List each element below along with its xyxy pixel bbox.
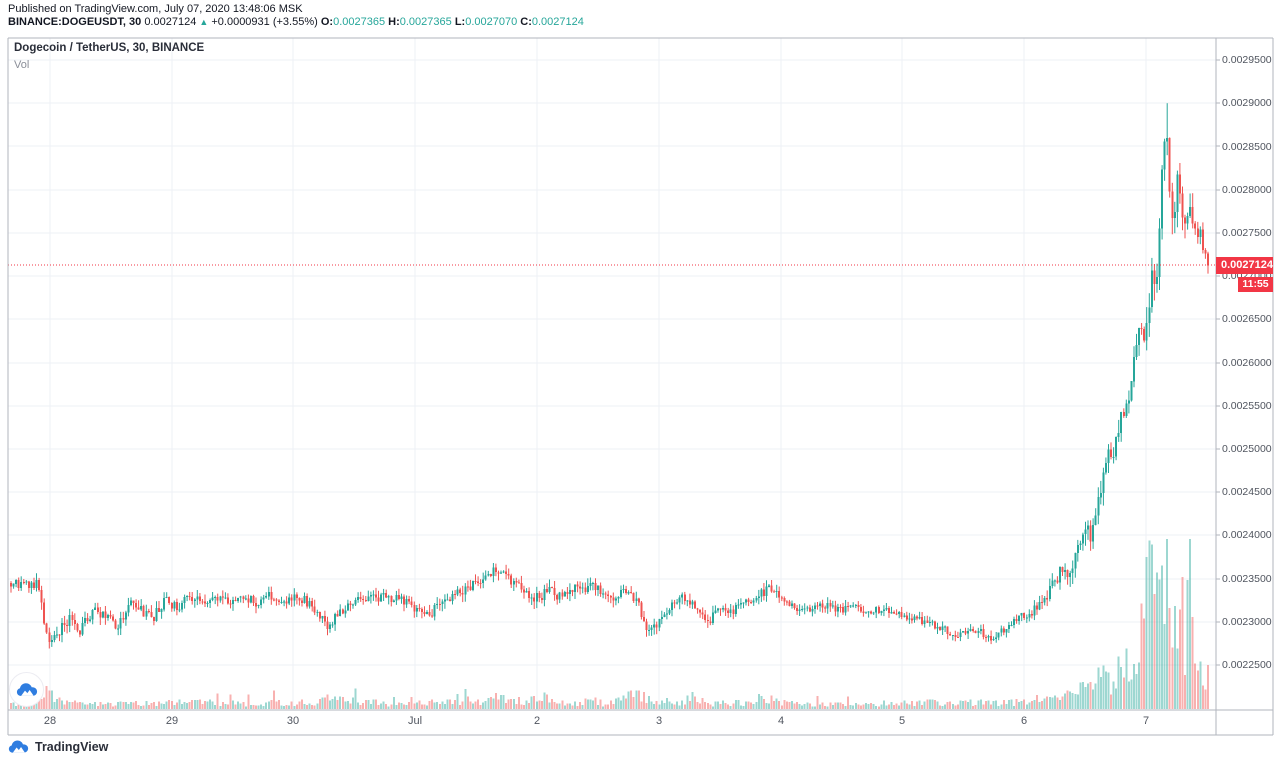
time-tick-label: 4 — [777, 715, 785, 727]
price-tick-label: 0.0023000 — [1222, 615, 1272, 628]
price-tick-label: 0.0026000 — [1222, 356, 1272, 369]
open-label: O: — [320, 16, 334, 28]
low-label: L: — [454, 16, 466, 28]
tradingview-brand-text: TradingView — [35, 739, 109, 754]
bar-countdown-flag: 11:55 — [1238, 277, 1273, 292]
close-value: 0.0027124 — [531, 16, 584, 28]
open-value: 0.0027365 — [333, 16, 386, 28]
price-tick-label: 0.0028500 — [1222, 140, 1272, 153]
symbol-name: BINANCE:DOGEUSDT, 30 — [8, 16, 142, 28]
price-tick-label: 0.0029500 — [1222, 54, 1272, 66]
symbol-status-line: BINANCE:DOGEUSDT, 30 0.0027124 ▲ +0.0000… — [8, 16, 584, 28]
time-tick-label: 30 — [286, 715, 300, 727]
price-tick-label: 0.0028000 — [1222, 183, 1272, 196]
price-tick-label: 0.0025000 — [1222, 442, 1272, 455]
time-tick-label: 7 — [1142, 715, 1150, 727]
price-tick-label: 0.0023500 — [1222, 572, 1272, 585]
price-tick-label: 0.0024500 — [1222, 486, 1272, 499]
high-label: H: — [388, 16, 400, 28]
price-tick-label: 0.0025500 — [1222, 399, 1272, 412]
low-value: 0.0027070 — [465, 16, 518, 28]
price-change: +0.0000931 (+3.55%) — [211, 16, 318, 28]
time-tick-label: 5 — [898, 715, 906, 727]
price-tick-label: 0.0027500 — [1222, 226, 1272, 239]
price-tick-label: 0.0022500 — [1222, 659, 1272, 671]
time-tick-label: 29 — [165, 715, 179, 727]
chart-legend-title[interactable]: Dogecoin / TetherUS, 30, BINANCE — [14, 42, 205, 54]
tradingview-logo-icon — [8, 740, 29, 753]
time-tick-label: 6 — [1020, 715, 1028, 727]
time-tick-label: 28 — [43, 715, 57, 727]
price-tick-label: 0.0024000 — [1222, 529, 1272, 542]
time-tick-label: Jul — [407, 715, 423, 727]
high-value: 0.0027365 — [399, 16, 452, 28]
volume-study-label[interactable]: Vol — [14, 59, 30, 71]
last-price-flag: 0.0027124 — [1216, 257, 1273, 274]
time-tick-label: 3 — [655, 715, 663, 727]
close-label: C: — [520, 16, 532, 28]
last-price: 0.0027124 — [144, 16, 197, 28]
up-triangle-icon: ▲ — [199, 17, 209, 27]
time-tick-label: 2 — [533, 715, 541, 727]
tradingview-cloud-icon — [16, 683, 37, 696]
tradingview-brand[interactable]: TradingView — [8, 739, 108, 754]
tradingview-cloud-button[interactable] — [9, 672, 44, 707]
published-line: Published on TradingView.com, July 07, 2… — [8, 3, 303, 15]
price-tick-label: 0.0029000 — [1222, 97, 1272, 110]
price-tick-label: 0.0026500 — [1222, 313, 1272, 326]
